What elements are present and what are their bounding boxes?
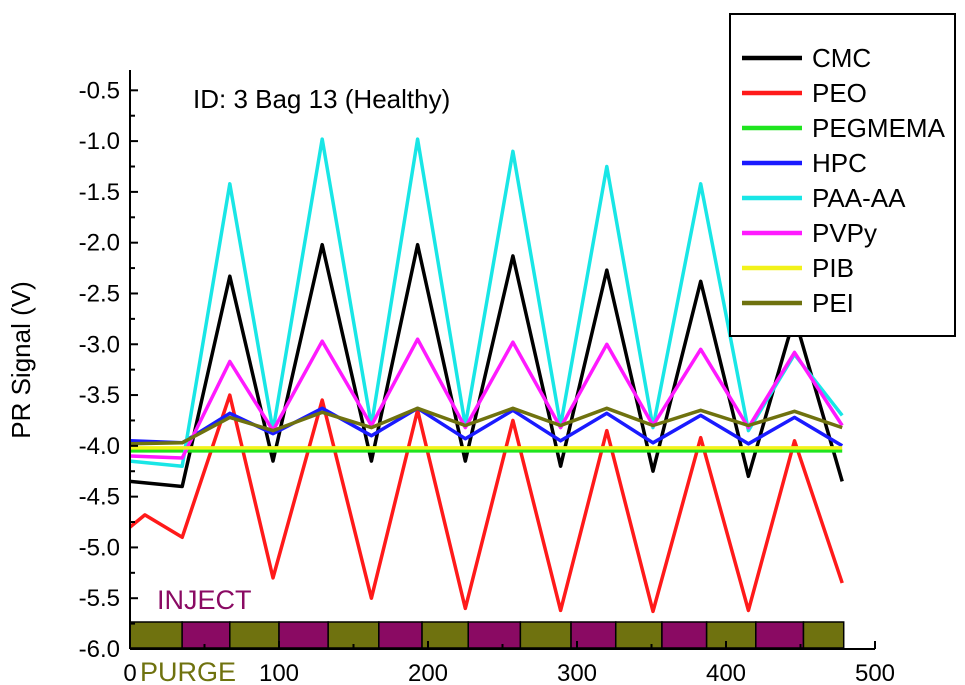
- legend-box: [729, 13, 956, 337]
- series-line-pei: [130, 406, 843, 446]
- purge-segment: [705, 621, 757, 649]
- legend-label: PEGMEMA: [812, 113, 946, 143]
- legend-label: PEO: [812, 78, 867, 108]
- inject-label: INJECT: [157, 585, 252, 615]
- x-tick-label: 300: [557, 660, 597, 685]
- purge-segment: [229, 621, 280, 649]
- legend-label: CMC: [812, 43, 871, 73]
- inject-segment: [181, 621, 231, 649]
- y-tick-label: -0.5: [79, 77, 120, 104]
- phase-bar-group: [129, 621, 845, 649]
- inject-segment: [467, 621, 522, 649]
- y-tick-label: -1.0: [79, 128, 120, 155]
- x-tick-label: 100: [259, 660, 299, 685]
- y-axis-title: PR Signal (V): [6, 281, 36, 439]
- y-tick-label: -1.5: [79, 179, 120, 206]
- legend-label: PVPy: [812, 218, 877, 248]
- purge-segment: [519, 621, 572, 649]
- x-tick-label: 200: [408, 660, 448, 685]
- x-tick-group: 0 100 200 300 400 500: [123, 641, 895, 685]
- y-tick-label: -4.5: [79, 484, 120, 511]
- x-tick-label: 500: [855, 660, 895, 685]
- purge-segment: [802, 621, 845, 649]
- legend-label: PAA-AA: [812, 183, 906, 213]
- inject-segment: [378, 621, 423, 649]
- y-tick-label: -3.0: [79, 331, 120, 358]
- series-line-peo: [130, 393, 844, 614]
- inject-segment: [278, 621, 329, 649]
- y-tick-label: -2.5: [79, 280, 120, 307]
- y-tick-label: -5.0: [79, 534, 120, 561]
- purge-segment: [614, 621, 663, 649]
- y-tick-label: -3.5: [79, 382, 120, 409]
- legend-label: HPC: [812, 148, 867, 178]
- x-tick-label: 0: [123, 660, 136, 685]
- y-tick-label: -5.5: [79, 585, 120, 612]
- y-tick-label: -6.0: [79, 636, 120, 663]
- series-line-pvpy: [130, 337, 844, 460]
- legend-label: PEI: [812, 288, 854, 318]
- y-tick-label: -2.0: [79, 230, 120, 257]
- inject-segment: [755, 621, 805, 649]
- legend-label: PIB: [812, 253, 854, 283]
- y-tick-label: -4.0: [79, 433, 120, 460]
- y-tick-group: -0.5 -1.0 -1.5 -2.0 -2.5 -3.0 -3.5 -4.0 -4.5 -5.0…: [79, 77, 138, 663]
- inject-segment: [661, 621, 708, 649]
- legend: CMC PEO PEGMEMA HPC PAA-AA PVPy PIB PEI: [729, 13, 956, 337]
- purge-label: PURGE: [140, 657, 236, 685]
- series-line-paa-aa: [130, 137, 844, 468]
- x-tick-label: 400: [706, 660, 746, 685]
- chart-annotation: ID: 3 Bag 13 (Healthy): [193, 84, 450, 114]
- purge-segment: [129, 621, 183, 649]
- series-line-cmc: [130, 242, 844, 489]
- series-group: [130, 137, 844, 614]
